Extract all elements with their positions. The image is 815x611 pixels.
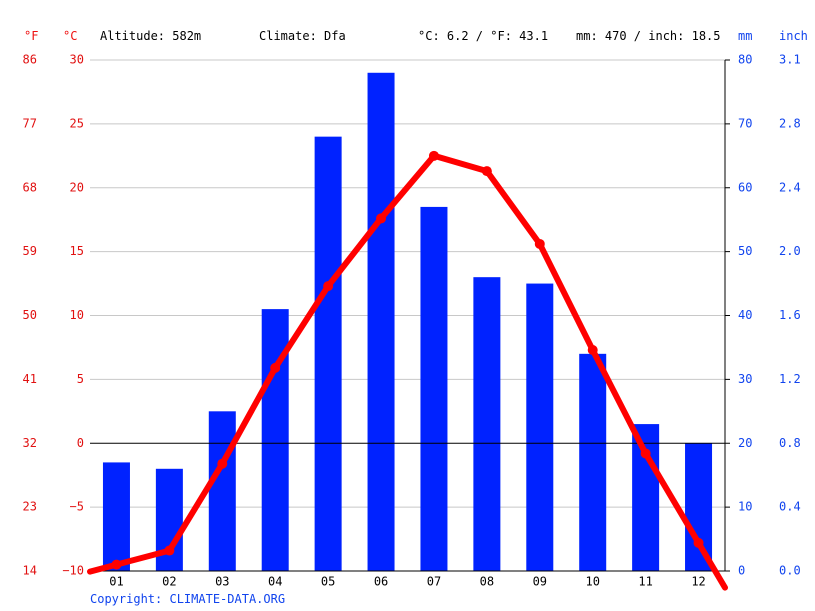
mm-tick-label: 10: [738, 500, 752, 514]
mm-tick-label: 20: [738, 436, 752, 450]
inch-tick-label: 3.1: [779, 53, 801, 67]
celsius-tick-label: 0: [77, 436, 84, 450]
temperature-point: [270, 362, 281, 373]
celsius-unit-label: °C: [63, 29, 78, 43]
fahrenheit-tick-label: 50: [23, 308, 37, 322]
precip-bar: [526, 283, 554, 571]
temperature-point: [587, 344, 598, 355]
mm-tick-label: 30: [738, 372, 752, 386]
precip-bar: [314, 136, 342, 571]
celsius-tick-label: 25: [70, 116, 84, 130]
precip-total-text: mm: 470 / inch: 18.5: [576, 29, 721, 43]
mm-tick-label: 0: [738, 564, 745, 578]
inch-tick-label: 2.0: [779, 244, 801, 258]
precip-bar: [102, 462, 130, 571]
temperature-point: [428, 150, 439, 161]
celsius-tick-label: −10: [62, 564, 84, 578]
temperature-point: [323, 281, 334, 292]
temperature-point: [640, 448, 651, 459]
fahrenheit-tick-label: 86: [23, 53, 37, 67]
celsius-tick-label: 20: [70, 180, 84, 194]
month-tick-label: 04: [268, 575, 282, 589]
celsius-tick-label: 30: [70, 53, 84, 67]
temp-average-text: °C: 6.2 / °F: 43.1: [418, 29, 549, 43]
mm-unit-label: mm: [738, 29, 753, 43]
fahrenheit-tick-label: 59: [23, 244, 37, 258]
altitude-text: Altitude: 582m: [100, 29, 202, 43]
inch-tick-label: 2.8: [779, 116, 801, 130]
temperature-point: [481, 166, 492, 177]
precip-bar: [208, 411, 236, 571]
fahrenheit-tick-label: 32: [23, 436, 37, 450]
inch-unit-label: inch: [779, 29, 808, 43]
celsius-tick-label: −5: [70, 500, 84, 514]
mm-tick-label: 70: [738, 116, 752, 130]
fahrenheit-tick-label: 68: [23, 180, 37, 194]
fahrenheit-tick-label: 23: [23, 500, 37, 514]
celsius-tick-label: 10: [70, 308, 84, 322]
fahrenheit-unit-label: °F: [24, 29, 39, 43]
copyright-text: Copyright: CLIMATE-DATA.ORG: [90, 592, 286, 606]
mm-tick-label: 80: [738, 53, 752, 67]
precip-bar: [420, 206, 448, 571]
climate-text: Climate: Dfa: [259, 29, 346, 43]
month-tick-label: 08: [480, 575, 494, 589]
fahrenheit-tick-label: 77: [23, 116, 37, 130]
precip-bar: [367, 72, 395, 572]
celsius-tick-label: 5: [77, 372, 84, 386]
temperature-point: [217, 458, 228, 469]
inch-tick-label: 0.4: [779, 500, 801, 514]
month-tick-label: 06: [374, 575, 388, 589]
fahrenheit-tick-label: 41: [23, 372, 37, 386]
celsius-tick-label: 15: [70, 244, 84, 258]
month-tick-label: 05: [321, 575, 335, 589]
temperature-point: [693, 537, 704, 548]
precip-bar: [473, 277, 501, 571]
month-tick-label: 07: [427, 575, 441, 589]
inch-tick-label: 0.0: [779, 564, 801, 578]
precip-bar: [632, 424, 660, 571]
month-tick-label: 03: [215, 575, 229, 589]
temperature-point: [111, 559, 122, 570]
inch-tick-label: 1.6: [779, 308, 801, 322]
temperature-point: [534, 238, 545, 249]
month-tick-label: 12: [691, 575, 705, 589]
month-tick-label: 10: [585, 575, 599, 589]
fahrenheit-tick-label: 14: [23, 564, 37, 578]
month-tick-label: 01: [109, 575, 123, 589]
inch-tick-label: 0.8: [779, 436, 801, 450]
temperature-line: [87, 152, 728, 591]
month-tick-label: 09: [533, 575, 547, 589]
temperature-point: [376, 213, 387, 224]
mm-tick-label: 60: [738, 180, 752, 194]
temperature-point: [164, 545, 175, 556]
mm-tick-label: 40: [738, 308, 752, 322]
month-tick-label: 11: [638, 575, 652, 589]
precip-bar: [685, 443, 713, 571]
inch-tick-label: 1.2: [779, 372, 801, 386]
precip-bar: [579, 353, 607, 571]
mm-tick-label: 50: [738, 244, 752, 258]
month-tick-label: 02: [162, 575, 176, 589]
inch-tick-label: 2.4: [779, 180, 801, 194]
